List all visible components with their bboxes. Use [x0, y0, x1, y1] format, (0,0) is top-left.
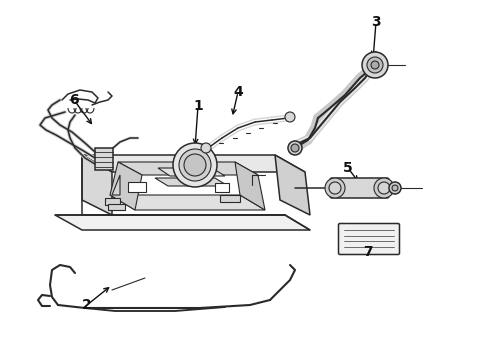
Circle shape [389, 182, 401, 194]
Text: 7: 7 [363, 245, 373, 259]
Polygon shape [112, 175, 120, 195]
Polygon shape [82, 155, 305, 172]
Circle shape [201, 143, 211, 153]
Text: 3: 3 [371, 15, 381, 29]
Polygon shape [55, 215, 310, 230]
Circle shape [329, 182, 341, 194]
Polygon shape [108, 204, 125, 210]
FancyBboxPatch shape [95, 148, 113, 170]
Text: 2: 2 [82, 298, 92, 312]
Circle shape [291, 144, 299, 152]
Polygon shape [235, 162, 265, 210]
Circle shape [288, 141, 302, 155]
Circle shape [371, 61, 379, 69]
Circle shape [374, 178, 394, 198]
FancyBboxPatch shape [330, 178, 389, 198]
Bar [128, 182, 146, 192]
Polygon shape [118, 162, 258, 175]
Bar [215, 183, 229, 192]
FancyBboxPatch shape [339, 224, 399, 255]
Text: 4: 4 [233, 85, 243, 99]
Circle shape [184, 154, 206, 176]
Polygon shape [155, 178, 228, 186]
Polygon shape [158, 168, 225, 176]
Polygon shape [105, 198, 120, 205]
Circle shape [173, 143, 217, 187]
Circle shape [392, 185, 398, 191]
Polygon shape [110, 162, 142, 210]
Text: 1: 1 [193, 99, 203, 113]
Text: 5: 5 [343, 161, 353, 175]
Polygon shape [82, 155, 112, 215]
Polygon shape [110, 195, 265, 210]
Circle shape [378, 182, 390, 194]
Circle shape [362, 52, 388, 78]
Circle shape [367, 57, 383, 73]
Text: 6: 6 [69, 93, 79, 107]
Polygon shape [275, 155, 310, 215]
Circle shape [179, 149, 211, 181]
Circle shape [325, 178, 345, 198]
Circle shape [285, 112, 295, 122]
Polygon shape [220, 195, 240, 202]
